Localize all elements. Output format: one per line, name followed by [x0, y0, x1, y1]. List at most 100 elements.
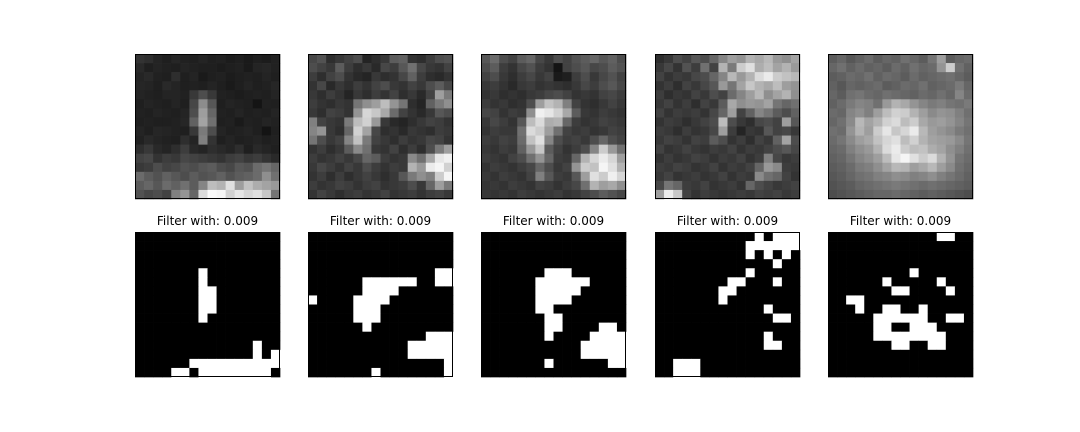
- heatmap-cell: [891, 313, 901, 323]
- heatmap-cell: [754, 72, 765, 82]
- heatmap-cell: [927, 295, 938, 305]
- heatmap-cell: [225, 322, 236, 333]
- heatmap-cell: [144, 268, 154, 278]
- heatmap-cell: [700, 304, 710, 314]
- heatmap-cell: [526, 259, 536, 269]
- heatmap-cell: [198, 63, 208, 73]
- heatmap-cell: [718, 241, 728, 251]
- heatmap-cell: [153, 90, 163, 100]
- heatmap-cell: [607, 232, 618, 242]
- heatmap-cell: [553, 171, 563, 182]
- heatmap-cell: [891, 63, 901, 73]
- heatmap-cell: [443, 171, 454, 182]
- heatmap-cell: [963, 189, 974, 200]
- heatmap-cell: [270, 90, 281, 100]
- heatmap-cell: [900, 331, 910, 342]
- heatmap-cell: [571, 81, 582, 91]
- heatmap-cell: [936, 250, 947, 260]
- heatmap-cell: [135, 331, 145, 342]
- heatmap-cell: [261, 313, 272, 323]
- heatmap-cell: [416, 81, 427, 91]
- heatmap-cell: [380, 162, 390, 173]
- heatmap-cell: [909, 144, 919, 155]
- heatmap-cell: [682, 81, 692, 91]
- heatmap-cell: [344, 171, 354, 182]
- heatmap-cell: [664, 72, 674, 82]
- heatmap-cell: [243, 358, 254, 369]
- heatmap-cell: [736, 295, 746, 305]
- heatmap-cell: [508, 295, 518, 305]
- heatmap-cell: [198, 232, 208, 242]
- heatmap-cell: [763, 63, 774, 73]
- heatmap-cell: [371, 304, 381, 314]
- heatmap-cell: [416, 331, 427, 342]
- heatmap-cell: [607, 277, 618, 287]
- heatmap-cell: [416, 90, 427, 100]
- heatmap-cell: [362, 72, 372, 82]
- heatmap-cell: [790, 295, 801, 305]
- heatmap-cell: [754, 189, 765, 200]
- heatmap-cell: [954, 144, 965, 155]
- heatmap-cell: [216, 340, 226, 351]
- heatmap-cell: [407, 153, 418, 164]
- heatmap-cell: [434, 277, 445, 287]
- heatmap-cell: [353, 277, 363, 287]
- heatmap-cell: [416, 63, 427, 73]
- heatmap-cell: [580, 322, 591, 333]
- heatmap-cell: [535, 340, 545, 351]
- heatmap-cell: [398, 331, 409, 342]
- heatmap-cell: [936, 72, 947, 82]
- heatmap-cell: [171, 295, 181, 305]
- heatmap-cell: [362, 153, 372, 164]
- heatmap-cell: [682, 349, 692, 360]
- heatmap-cell: [517, 358, 527, 369]
- heatmap-cell: [828, 241, 838, 251]
- heatmap-cell: [873, 189, 883, 200]
- heatmap-cell: [243, 250, 254, 260]
- heatmap-cell: [691, 72, 701, 82]
- heatmap-cell: [189, 250, 199, 260]
- heatmap-cell: [234, 286, 245, 296]
- heatmap-cell: [261, 358, 272, 369]
- heatmap-cell: [353, 189, 363, 200]
- heatmap-cell: [144, 286, 154, 296]
- heatmap-cell: [900, 126, 910, 136]
- heatmap-cell: [727, 54, 737, 64]
- heatmap-cell: [407, 322, 418, 333]
- heatmap-cell: [389, 313, 399, 323]
- heatmap-cell: [398, 171, 409, 182]
- heatmap-cell: [709, 90, 719, 100]
- heatmap-cell: [207, 117, 217, 127]
- heatmap-cell: [225, 295, 236, 305]
- heatmap-cell: [709, 189, 719, 200]
- heatmap-cell: [682, 72, 692, 82]
- heatmap-cell: [936, 180, 947, 191]
- heatmap-cell: [900, 295, 910, 305]
- heatmap-cell: [837, 340, 847, 351]
- heatmap-cell: [153, 322, 163, 333]
- heatmap-cell: [837, 135, 847, 145]
- heatmap-cell: [673, 358, 683, 369]
- heatmap-cell: [790, 277, 801, 287]
- heatmap-cell: [508, 153, 518, 164]
- heatmap-cell: [945, 63, 956, 73]
- heatmap-cell: [162, 250, 172, 260]
- heatmap-cell: [353, 313, 363, 323]
- heatmap-cell: [135, 277, 145, 287]
- heatmap-cell: [153, 286, 163, 296]
- heatmap-cell: [562, 322, 572, 333]
- heatmap-cell: [616, 180, 627, 191]
- heatmap-cell: [153, 331, 163, 342]
- heatmap-cell: [855, 135, 865, 145]
- heatmap-cell: [189, 81, 199, 91]
- heatmap-cell: [927, 135, 938, 145]
- heatmap-cell: [407, 259, 418, 269]
- heatmap-cell: [344, 232, 354, 242]
- heatmap-cell: [864, 81, 874, 91]
- heatmap-cell: [598, 81, 609, 91]
- heatmap-cell: [589, 108, 600, 118]
- heatmap-cell: [180, 322, 190, 333]
- heatmap-cell: [772, 108, 783, 118]
- heatmap-cell: [398, 54, 409, 64]
- heatmap-cell: [207, 108, 217, 118]
